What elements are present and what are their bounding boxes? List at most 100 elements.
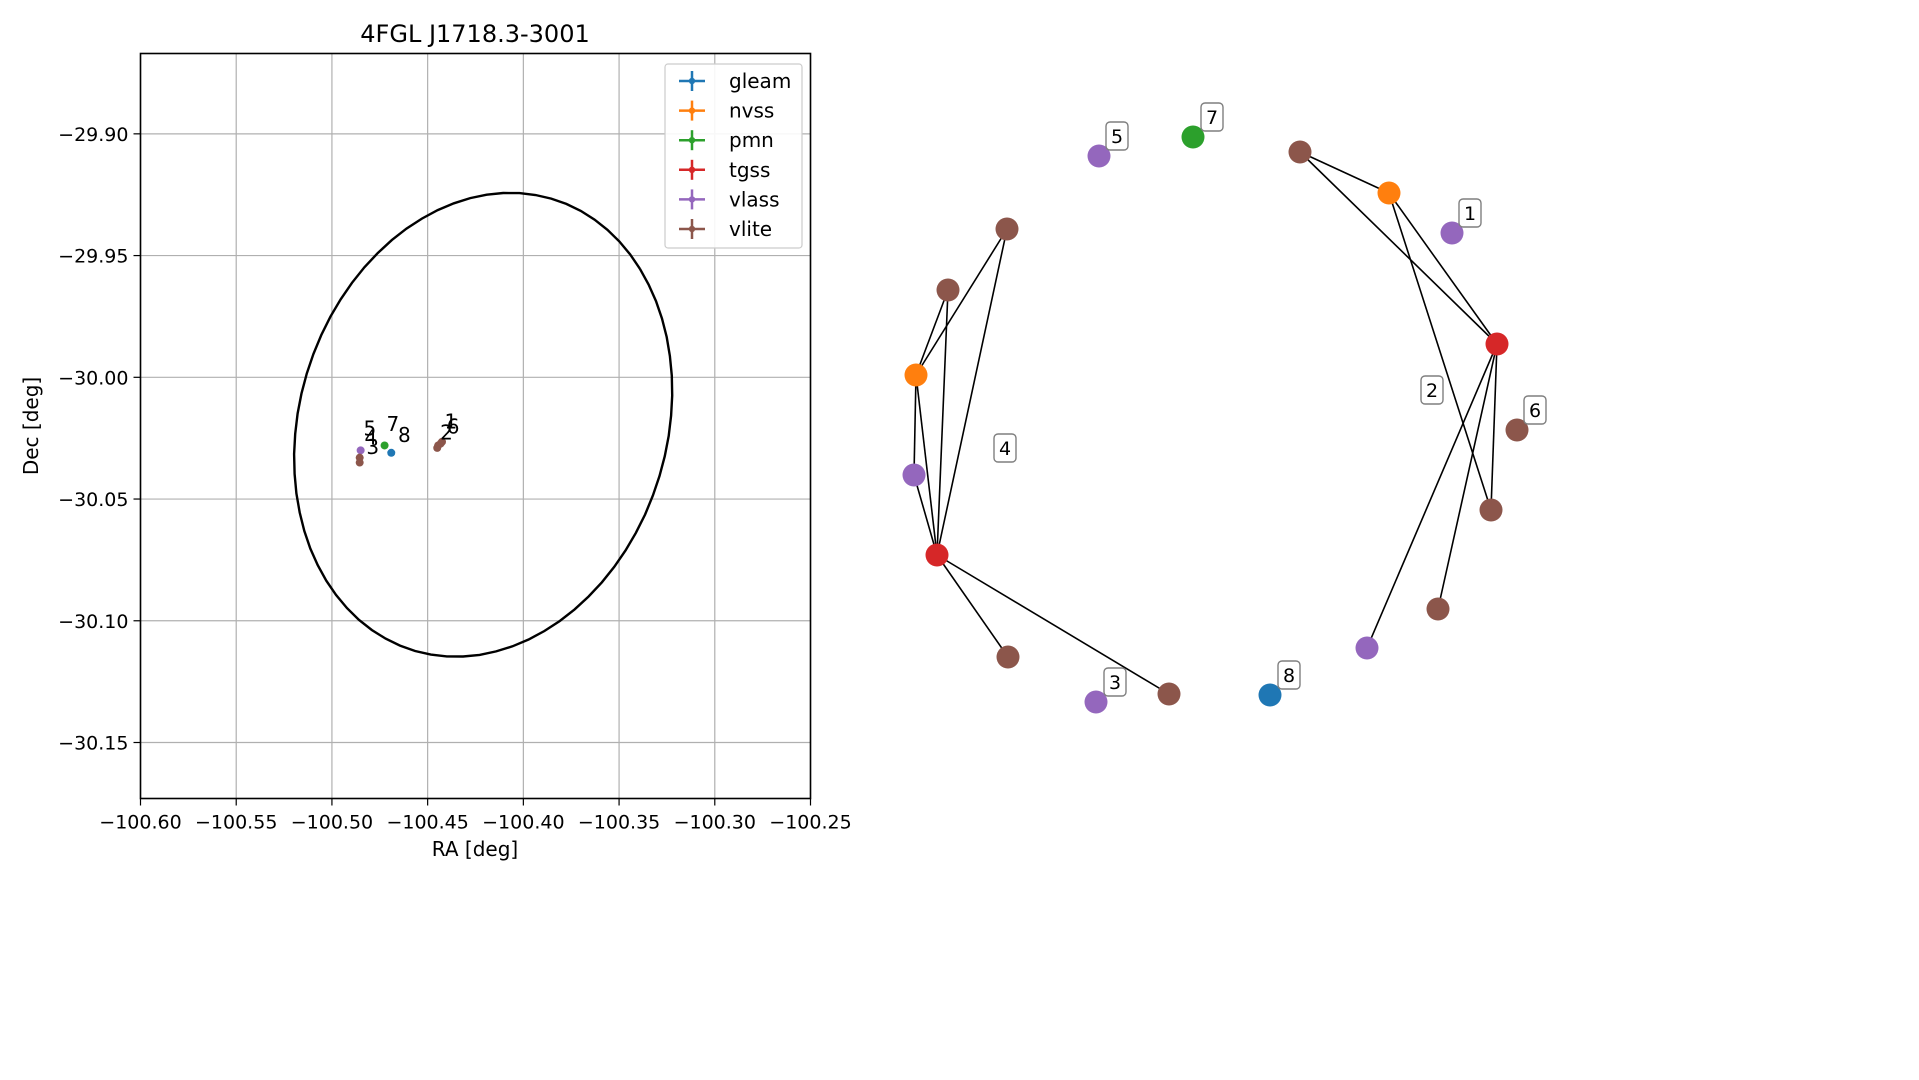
- graph-node-gleam: [1258, 683, 1282, 707]
- graph-edge: [1299, 151, 1498, 345]
- y-tick-label: −30.00: [58, 367, 128, 389]
- node-label-text: 4: [999, 438, 1011, 460]
- node-label-box: [993, 433, 1017, 463]
- graph-node-nvss: [1377, 181, 1401, 205]
- x-tick-label: −100.35: [578, 812, 660, 834]
- node-label-box: [1200, 102, 1224, 132]
- graph-edge: [1490, 343, 1498, 511]
- legend-marker-vlass: [688, 196, 696, 203]
- node-label-box: [1105, 121, 1129, 151]
- point-vlass: [356, 446, 365, 455]
- chart-title: 4FGL J1718.3-3001: [360, 20, 589, 48]
- node-label-text: 8: [1283, 665, 1295, 687]
- graph-node-tgss: [1485, 332, 1509, 356]
- node-label-text: 5: [1111, 126, 1123, 148]
- point-gleam: [387, 448, 396, 457]
- node-label-box: [1420, 375, 1444, 405]
- legend-marker-pmn: [688, 137, 696, 144]
- point-annotation: 5: [364, 417, 377, 441]
- graph-node-nvss: [904, 363, 928, 387]
- error-ellipse: [292, 191, 674, 658]
- graph-edge: [936, 228, 1008, 556]
- node-label-text: 1: [1464, 203, 1476, 225]
- grid-lines: [139, 53, 812, 799]
- point-annotation: 6: [447, 414, 460, 438]
- graph-node-pmn: [1181, 125, 1205, 149]
- point-annotation: 1: [444, 409, 457, 433]
- graph-node-vlass: [902, 463, 926, 487]
- point-annotation: 4: [364, 425, 377, 449]
- node-label-box: [1458, 198, 1482, 228]
- plot-frame: [139, 52, 812, 800]
- y-tick-label: −30.10: [58, 611, 128, 633]
- ellipse-layer: [292, 191, 674, 658]
- legend-label-gleam: gleam: [729, 69, 791, 93]
- graph-node-vlass: [1440, 221, 1464, 245]
- x-tick-label: −100.60: [99, 812, 181, 834]
- graph-edge: [936, 554, 1170, 695]
- legend-marker-gleam: [688, 77, 696, 85]
- legend-marker-tgss: [688, 166, 696, 173]
- graph-edge: [915, 228, 1008, 376]
- graph-node-vlite: [1426, 597, 1450, 621]
- graph-node-vlass: [1355, 636, 1379, 660]
- graph-edge: [913, 374, 917, 476]
- node-label-text: 2: [1426, 380, 1438, 402]
- point-pmn: [380, 441, 389, 450]
- point-vlite: [436, 439, 445, 448]
- points-layer: [355, 437, 446, 467]
- graph-node-vlass: [1087, 144, 1111, 168]
- x-tick-label: −100.30: [674, 812, 756, 834]
- graph-node-vlite: [996, 645, 1020, 669]
- point-annotation: 8: [398, 423, 411, 447]
- graph-edge: [936, 289, 949, 556]
- legend-label-tgss: tgss: [729, 158, 770, 182]
- legend-label-vlite: vlite: [729, 217, 772, 241]
- y-axis-label: Dec [deg]: [19, 377, 43, 475]
- x-tick-label: −100.50: [291, 812, 373, 834]
- graph-node-tgss: [925, 543, 949, 567]
- graph-node-vlass: [1084, 690, 1108, 714]
- legend-label-nvss: nvss: [729, 99, 774, 123]
- graph-edge: [1366, 343, 1498, 649]
- node-label-text: 7: [1206, 107, 1218, 129]
- legend-marker-nvss: [688, 107, 696, 114]
- x-tick-label: −100.55: [195, 812, 277, 834]
- node-label-box: [1277, 660, 1301, 690]
- graph-edge: [1299, 151, 1390, 194]
- node-label-text: 6: [1529, 400, 1541, 422]
- graph-edge: [1388, 192, 1492, 511]
- graph-node-vlite: [1288, 140, 1312, 164]
- graph-node-vlite: [936, 278, 960, 302]
- graph-edge: [1388, 192, 1498, 345]
- x-tick-label: −100.25: [769, 812, 851, 834]
- y-axis-ticks: −29.90 −29.95 −30.00 −30.05 −30.10 −30.15: [58, 124, 141, 755]
- node-label-box: [1523, 395, 1547, 425]
- legend-label-pmn: pmn: [729, 128, 774, 152]
- x-axis-ticks: −100.60 −100.55 −100.50 −100.45 −100.40 −100.…: [99, 798, 852, 834]
- x-axis-label: RA [deg]: [432, 837, 518, 861]
- x-tick-label: −100.45: [386, 812, 468, 834]
- graph-edge: [913, 474, 938, 556]
- graph-edge: [1437, 343, 1498, 610]
- point-annotation: 7: [386, 412, 399, 436]
- legend-label-vlass: vlass: [729, 187, 780, 211]
- point-vlite: [355, 458, 364, 467]
- legend-marker-vlite: [688, 225, 696, 233]
- graph-edge: [915, 289, 949, 376]
- association-graph: 1 2 3 4 5 6 7 8: [902, 102, 1547, 714]
- graph-edge: [915, 374, 938, 556]
- y-tick-label: −29.90: [58, 124, 128, 146]
- nodes-layer: [902, 125, 1529, 714]
- node-label-box: [1103, 667, 1127, 697]
- graph-edge: [936, 554, 1009, 658]
- graph-node-vlite: [1157, 682, 1181, 706]
- y-tick-label: −30.15: [58, 733, 128, 755]
- edges-layer: [913, 151, 1498, 695]
- y-tick-label: −30.05: [58, 489, 128, 511]
- legend: gleam nvss pmn tgss vlass vlite: [664, 63, 803, 249]
- point-annotation: 2: [440, 420, 453, 444]
